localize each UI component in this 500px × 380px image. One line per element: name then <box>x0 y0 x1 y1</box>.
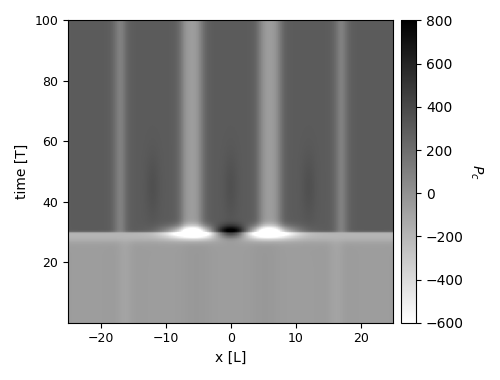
Y-axis label: time [T]: time [T] <box>15 144 29 199</box>
X-axis label: x [L]: x [L] <box>215 351 246 365</box>
Y-axis label: $P_c$: $P_c$ <box>468 164 485 179</box>
